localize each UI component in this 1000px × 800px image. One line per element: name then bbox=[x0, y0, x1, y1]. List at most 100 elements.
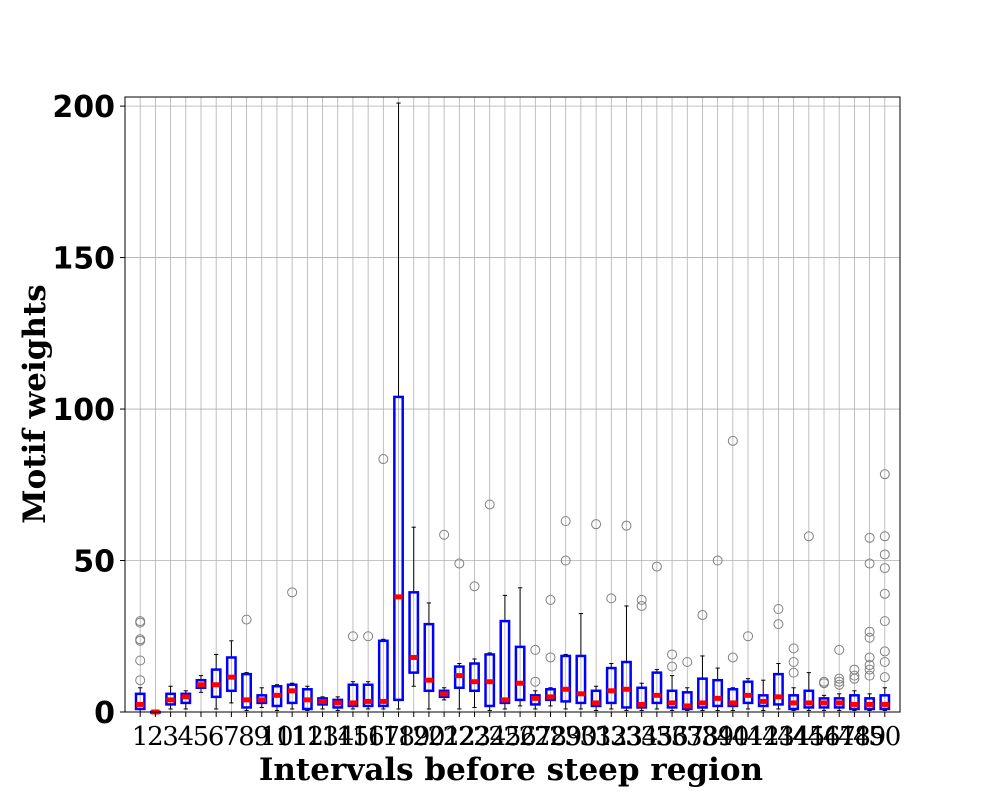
flier-point bbox=[864, 632, 875, 643]
flier-point bbox=[469, 581, 480, 592]
box bbox=[134, 692, 146, 711]
box-group bbox=[210, 653, 222, 710]
x-tick-label: 31 bbox=[580, 722, 613, 752]
flier-point bbox=[834, 676, 845, 687]
box-group bbox=[605, 593, 617, 710]
x-tick-label: 40 bbox=[716, 722, 749, 752]
box-group bbox=[651, 561, 663, 710]
flier-point bbox=[530, 644, 541, 655]
x-tick-label: 8 bbox=[238, 722, 255, 752]
x-tick-label: 4 bbox=[178, 722, 195, 752]
box-group bbox=[529, 644, 541, 710]
x-tick-label: 19 bbox=[397, 722, 430, 752]
x-tick-label: 13 bbox=[306, 722, 339, 752]
x-tick-label: 37 bbox=[671, 722, 704, 752]
x-tick-label: 10 bbox=[260, 722, 293, 752]
flier-point bbox=[454, 558, 465, 569]
x-tick-label: 41 bbox=[731, 722, 764, 752]
x-tick-label: 45 bbox=[792, 722, 825, 752]
flier-point bbox=[667, 661, 678, 672]
x-tick-label: 29 bbox=[549, 722, 582, 752]
box-group bbox=[666, 649, 678, 711]
x-tick-label: 49 bbox=[853, 722, 886, 752]
box-group bbox=[818, 676, 830, 711]
x-tick-label: 23 bbox=[458, 722, 491, 752]
box-group bbox=[833, 644, 845, 711]
flier-point bbox=[803, 531, 814, 542]
flier-point bbox=[727, 652, 738, 663]
flier-point bbox=[712, 555, 723, 566]
box bbox=[575, 654, 587, 705]
box bbox=[651, 671, 663, 705]
box bbox=[727, 688, 739, 708]
box bbox=[681, 691, 693, 711]
x-tick-label: 9 bbox=[253, 722, 270, 752]
flier-point bbox=[591, 519, 602, 530]
x-tick-label: 32 bbox=[595, 722, 628, 752]
box-group bbox=[636, 594, 648, 711]
flier-point bbox=[545, 594, 556, 605]
x-tick-label: 5 bbox=[193, 722, 210, 752]
flier-point bbox=[834, 644, 845, 655]
box bbox=[773, 672, 784, 706]
flier-point bbox=[636, 600, 647, 611]
box bbox=[362, 683, 374, 708]
x-tick-label: 14 bbox=[321, 722, 354, 752]
x-tick-label: 28 bbox=[534, 722, 567, 752]
flier-point bbox=[834, 673, 845, 684]
box bbox=[377, 639, 389, 708]
box bbox=[423, 622, 435, 693]
flier-point bbox=[636, 594, 647, 605]
box bbox=[636, 686, 648, 709]
x-tick-label: 24 bbox=[473, 722, 506, 752]
flier-point bbox=[347, 631, 358, 642]
flier-point bbox=[864, 652, 875, 663]
flier-point bbox=[879, 657, 890, 668]
box bbox=[408, 591, 420, 674]
x-tick-label: 34 bbox=[625, 722, 658, 752]
flier-point bbox=[530, 676, 541, 687]
x-tick-label: 1 bbox=[132, 722, 149, 752]
box-group bbox=[697, 610, 708, 711]
flier-point bbox=[135, 655, 146, 666]
flier-point bbox=[560, 516, 571, 527]
x-tick-label: 46 bbox=[807, 722, 840, 752]
flier-point bbox=[879, 672, 890, 683]
y-tick-label: 0 bbox=[94, 696, 115, 731]
grid bbox=[125, 97, 900, 713]
y-tick-label: 50 bbox=[73, 545, 115, 580]
flier-point bbox=[667, 649, 678, 660]
box bbox=[469, 662, 480, 693]
box bbox=[590, 689, 602, 708]
box bbox=[742, 680, 754, 705]
flier-point bbox=[864, 664, 875, 675]
flier-point bbox=[864, 670, 875, 681]
flier-point bbox=[879, 563, 890, 574]
box-group bbox=[864, 532, 876, 711]
x-tick-label: 43 bbox=[762, 722, 795, 752]
box-group bbox=[499, 594, 511, 710]
flier-point bbox=[864, 532, 875, 543]
box bbox=[514, 645, 526, 702]
flier-point bbox=[864, 626, 875, 637]
box-group bbox=[727, 435, 739, 711]
box-group bbox=[317, 696, 328, 710]
y-axis: 0 50 100 150 200 bbox=[52, 90, 125, 731]
x-tick-label: 36 bbox=[656, 722, 689, 752]
box bbox=[621, 660, 632, 709]
flier-point bbox=[879, 646, 890, 657]
x-tick-label: 39 bbox=[701, 722, 734, 752]
flier-point bbox=[697, 610, 708, 621]
x-tick-label: 6 bbox=[208, 722, 225, 752]
box-group bbox=[241, 614, 252, 711]
box bbox=[499, 619, 511, 705]
flier-point bbox=[135, 634, 146, 645]
x-tick-label: 27 bbox=[519, 722, 552, 752]
box-group bbox=[453, 558, 465, 710]
box-group bbox=[271, 684, 283, 711]
box-group bbox=[742, 631, 754, 710]
box bbox=[347, 683, 359, 708]
flier-point bbox=[621, 520, 632, 531]
x-axis-label: Intervals before steep region bbox=[259, 752, 763, 788]
